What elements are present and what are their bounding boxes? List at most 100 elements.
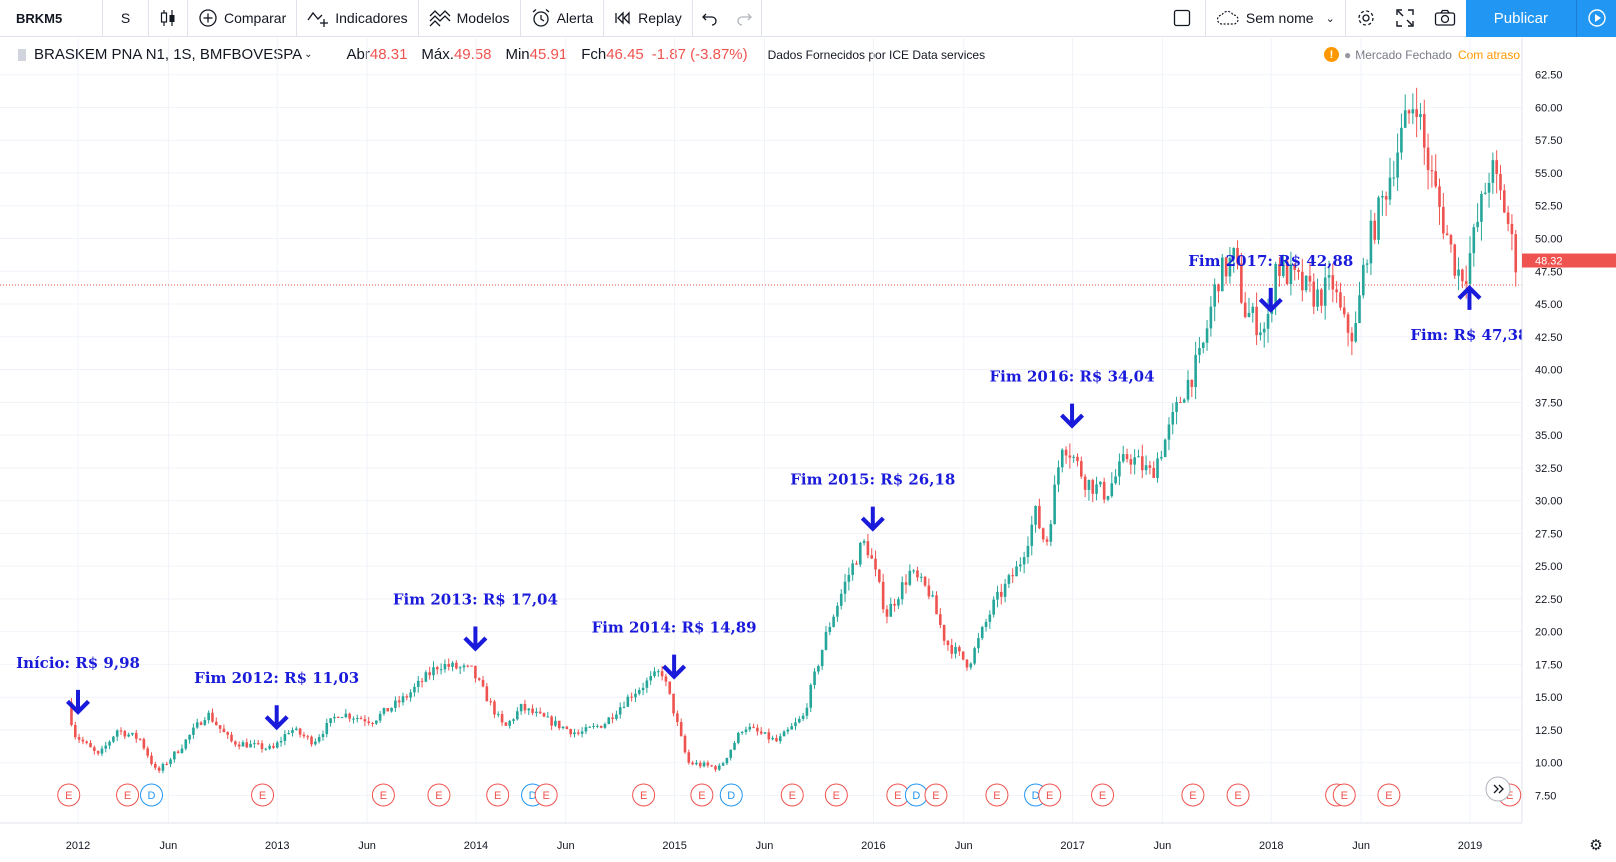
candle-body (192, 727, 195, 735)
interval-button[interactable]: S (120, 10, 131, 26)
redo-button[interactable] (727, 0, 761, 37)
earnings-marker[interactable]: E (780, 783, 804, 807)
snapshot-button[interactable] (1424, 0, 1466, 37)
earnings-marker[interactable]: E (1332, 783, 1356, 807)
candle-body (969, 663, 973, 668)
candle-body (1502, 190, 1506, 213)
toolbar-divider (691, 0, 693, 37)
candle-body (771, 737, 774, 740)
earnings-marker[interactable]: E (251, 783, 275, 807)
candle-body (134, 732, 138, 739)
candle-body (1049, 524, 1053, 542)
earnings-marker[interactable]: E (632, 783, 656, 807)
candle-body (1022, 557, 1026, 565)
candle-body (1483, 192, 1487, 194)
candle-body (355, 717, 359, 719)
market-status[interactable]: ! ● Mercado Fechado Com atraso (1323, 47, 1520, 62)
earnings-marker[interactable]: E (1091, 783, 1115, 807)
settings-button[interactable] (1346, 0, 1386, 37)
x-tick-label: 2012 (66, 840, 90, 852)
earnings-marker[interactable]: E (116, 783, 140, 807)
top-toolbar: BRKM5 S Comparar Indicadores (0, 0, 1616, 37)
candle-body (226, 732, 230, 735)
earnings-marker[interactable]: E (534, 783, 558, 807)
undo-icon (701, 13, 717, 26)
candle-body (477, 678, 481, 680)
toolbar-divider (760, 0, 762, 37)
down-arrow-icon (1060, 403, 1085, 429)
candle-body (695, 762, 698, 765)
marker-circle (1091, 783, 1115, 807)
marker-letter: E (259, 790, 266, 802)
scroll-to-realtime-button[interactable] (1485, 776, 1511, 802)
candle-body (180, 748, 184, 753)
candle-body (249, 743, 252, 748)
earnings-marker[interactable]: E (371, 783, 395, 807)
y-tick-label: 15.00 (1535, 692, 1563, 704)
candle-body (1266, 313, 1270, 329)
marker-letter: E (698, 790, 705, 802)
candle-body (782, 731, 786, 737)
candle-body (230, 734, 233, 742)
candle-body (1140, 456, 1144, 471)
earnings-marker[interactable]: E (1038, 783, 1062, 807)
candle-body (1087, 479, 1091, 490)
replay-button[interactable]: Replay (604, 0, 692, 37)
candle-body (775, 737, 778, 742)
earnings-marker[interactable]: E (57, 783, 81, 807)
candle-body (809, 684, 813, 708)
candle-body (1068, 455, 1072, 458)
candle-body (245, 742, 249, 748)
earnings-marker[interactable]: E (690, 783, 714, 807)
collapse-icon[interactable] (18, 48, 26, 61)
fullscreen-chart-button[interactable] (1159, 0, 1205, 37)
candle-body (1285, 260, 1289, 284)
dividend-marker[interactable]: D (904, 783, 928, 807)
candle-body (275, 742, 279, 748)
earnings-marker[interactable]: E (1226, 783, 1250, 807)
earnings-marker[interactable]: E (824, 783, 848, 807)
price-chart[interactable]: Início: R$ 9,98 Fim 2012: R$ 11,03 Fim 201… (0, 38, 1616, 862)
publish-button[interactable]: Publicar (1465, 0, 1576, 37)
alert-button[interactable]: Alerta (521, 0, 604, 37)
dividend-marker[interactable]: D (719, 783, 743, 807)
layout-name-button[interactable]: Sem nome ⌄ (1206, 0, 1345, 37)
y-tick-label: 20.00 (1535, 627, 1563, 639)
symbol-search[interactable]: BRKM5 (16, 10, 63, 26)
earnings-marker[interactable]: E (1377, 783, 1401, 807)
candle-body (996, 591, 999, 600)
chevron-down-icon[interactable]: ⌄ (304, 49, 313, 60)
candle-body (603, 724, 607, 728)
earnings-marker[interactable]: E (985, 783, 1009, 807)
earnings-marker[interactable]: E (486, 783, 510, 807)
play-button[interactable] (1576, 0, 1616, 37)
candle-body (1205, 328, 1209, 343)
candlestick-icon (160, 10, 175, 26)
candle-body (626, 696, 630, 707)
undo-button[interactable] (693, 0, 727, 37)
earnings-marker[interactable]: E (1181, 783, 1205, 807)
candle-body (1442, 206, 1445, 234)
y-tick-label: 32.50 (1535, 463, 1563, 475)
chart-type-button[interactable] (149, 0, 187, 37)
compare-button[interactable]: Comparar (188, 0, 296, 37)
templates-button[interactable]: Modelos (419, 0, 520, 37)
dividend-marker[interactable]: D (139, 783, 163, 807)
earnings-marker[interactable]: E (427, 783, 451, 807)
fullscreen-button[interactable] (1386, 0, 1424, 37)
candle-body (885, 609, 889, 617)
candle-body (977, 638, 980, 649)
candle-body (294, 728, 298, 730)
candle-body (820, 649, 824, 667)
indicators-button[interactable]: Indicadores (297, 0, 417, 37)
earnings-marker[interactable]: E (924, 783, 948, 807)
y-tick-label: 37.50 (1535, 397, 1563, 409)
plus-circle-icon (199, 9, 217, 27)
candle-body (870, 555, 874, 559)
marker-circle (824, 783, 848, 807)
x-tick-label: Jun (159, 840, 177, 852)
candle-body (1506, 212, 1510, 224)
redo-icon (737, 13, 752, 26)
marker-letter: E (1506, 790, 1513, 802)
x-tick-label: 2019 (1458, 840, 1482, 852)
